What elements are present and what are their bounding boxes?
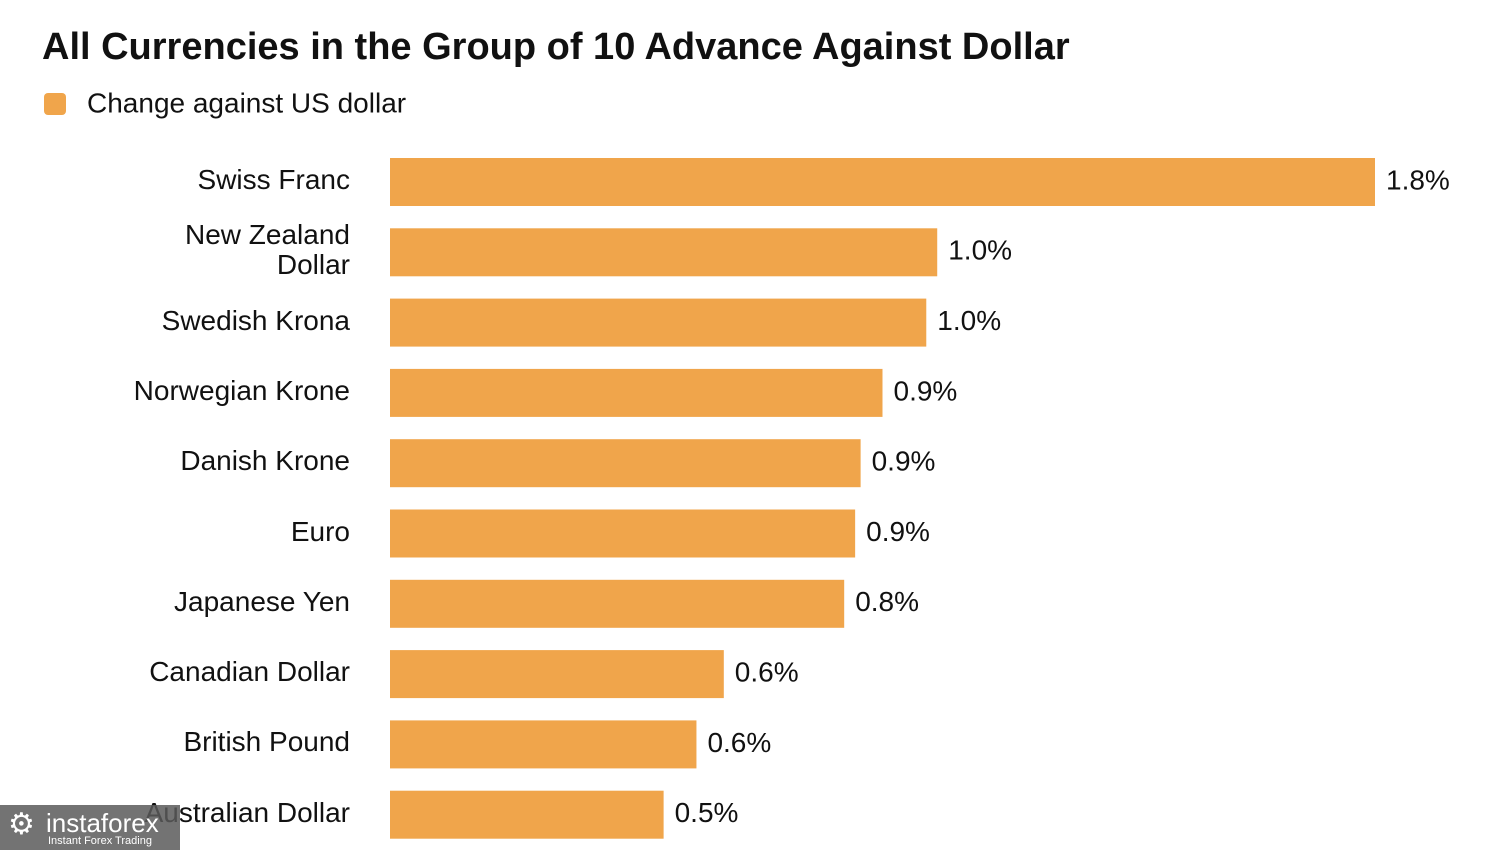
y-tick-label: Danish Krone — [180, 445, 350, 477]
value-label: 0.9% — [872, 446, 936, 477]
watermark-icon: ⚙ — [8, 808, 35, 841]
value-label: 0.6% — [707, 727, 771, 758]
watermark-tagline: Instant Forex Trading — [48, 835, 152, 847]
y-tick-label: New Zealand Dollar — [185, 219, 350, 281]
y-tick-label: Norwegian Krone — [133, 374, 350, 406]
bar — [390, 158, 1375, 206]
bar — [390, 368, 883, 417]
value-label: 0.9% — [894, 375, 958, 406]
bar — [390, 579, 845, 628]
legend-swatch — [44, 93, 66, 115]
y-tick-label: Swiss Franc — [197, 164, 350, 195]
y-tick-label: Japanese Yen — [174, 585, 350, 617]
value-label: 1.0% — [937, 305, 1001, 336]
legend-label: Change against US dollar — [87, 87, 406, 118]
y-tick-label: Euro — [290, 515, 350, 547]
bar — [390, 650, 724, 699]
bar — [390, 298, 927, 347]
y-tick-label: British Pound — [183, 726, 350, 758]
value-label: 0.8% — [855, 586, 919, 617]
watermark-brand: instaforex — [46, 808, 159, 838]
bar — [390, 228, 938, 277]
bar — [390, 509, 856, 558]
watermark: ⚙ instaforex Instant Forex Trading — [0, 805, 180, 850]
bar — [390, 790, 664, 839]
y-tick-label: Canadian Dollar — [149, 656, 350, 688]
bar — [390, 439, 861, 488]
value-label: 1.0% — [948, 235, 1012, 266]
value-label: 0.9% — [866, 516, 930, 547]
bar — [390, 720, 697, 769]
value-label: 0.6% — [735, 656, 799, 687]
chart-title: All Currencies in the Group of 10 Advanc… — [42, 26, 1070, 68]
value-label: 1.8% — [1386, 164, 1450, 195]
y-tick-label: Swedish Krona — [161, 304, 350, 336]
value-label: 0.5% — [675, 797, 739, 828]
